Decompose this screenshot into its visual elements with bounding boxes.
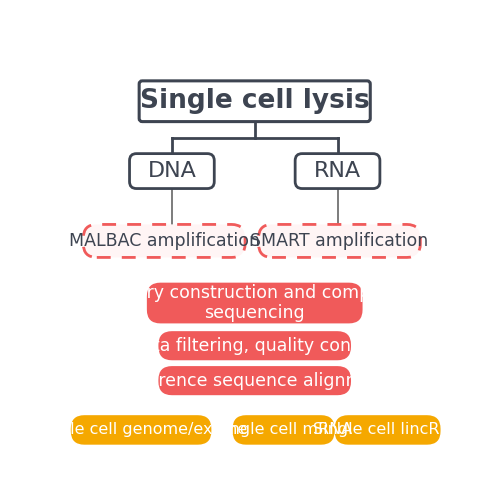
FancyBboxPatch shape (139, 81, 370, 121)
Text: Data filtering, quality control: Data filtering, quality control (129, 337, 380, 355)
FancyBboxPatch shape (83, 224, 245, 258)
FancyBboxPatch shape (71, 415, 211, 445)
Text: Library construction and computer
sequencing: Library construction and computer sequen… (103, 284, 406, 323)
FancyBboxPatch shape (159, 366, 351, 395)
FancyBboxPatch shape (295, 154, 380, 188)
Text: RNA: RNA (314, 161, 361, 181)
FancyBboxPatch shape (334, 415, 440, 445)
Text: Single cell mRNA: Single cell mRNA (215, 422, 352, 437)
FancyBboxPatch shape (130, 154, 214, 188)
Text: MALBAC amplification: MALBAC amplification (69, 232, 260, 250)
Text: SMART amplification: SMART amplification (250, 232, 428, 250)
Text: Single cell lysis: Single cell lysis (140, 88, 370, 114)
FancyBboxPatch shape (159, 331, 351, 360)
FancyBboxPatch shape (258, 224, 420, 258)
FancyBboxPatch shape (233, 415, 334, 445)
Text: DNA: DNA (148, 161, 196, 181)
Text: Single cell genome/exome: Single cell genome/exome (35, 422, 247, 437)
Text: Reference sequence alignment: Reference sequence alignment (119, 371, 391, 390)
Text: Single cell lincRNA: Single cell lincRNA (313, 422, 462, 437)
FancyBboxPatch shape (147, 283, 363, 324)
